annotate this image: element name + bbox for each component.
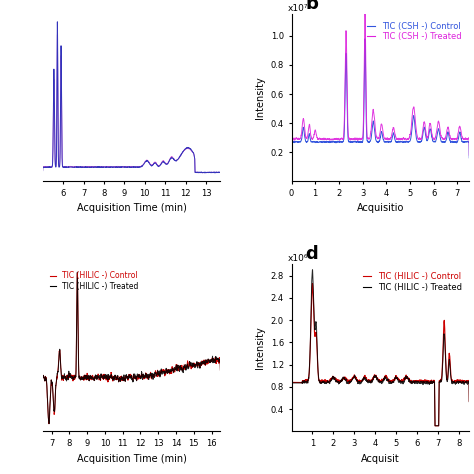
Text: d: d [306,245,319,263]
Text: b: b [306,0,319,12]
Text: x10⁶: x10⁶ [288,254,309,263]
X-axis label: Acquisit: Acquisit [361,454,400,464]
Legend: TIC (CSH -) Control, TIC (CSH -) Treated: TIC (CSH -) Control, TIC (CSH -) Treated [364,18,465,45]
Y-axis label: Intensity: Intensity [255,327,265,369]
Legend: TIC (HILIC -) Control, TIC (HILIC -) Treated: TIC (HILIC -) Control, TIC (HILIC -) Tre… [359,269,465,295]
X-axis label: Acquisition Time (min): Acquisition Time (min) [77,203,186,213]
Text: x10⁷: x10⁷ [288,3,309,12]
Y-axis label: Intensity: Intensity [255,76,265,119]
X-axis label: Acquisition Time (min): Acquisition Time (min) [77,454,186,464]
X-axis label: Acquisitio: Acquisitio [357,203,404,213]
Legend: TIC (HILIC -) Control, TIC (HILIC -) Treated: TIC (HILIC -) Control, TIC (HILIC -) Tre… [46,268,141,294]
